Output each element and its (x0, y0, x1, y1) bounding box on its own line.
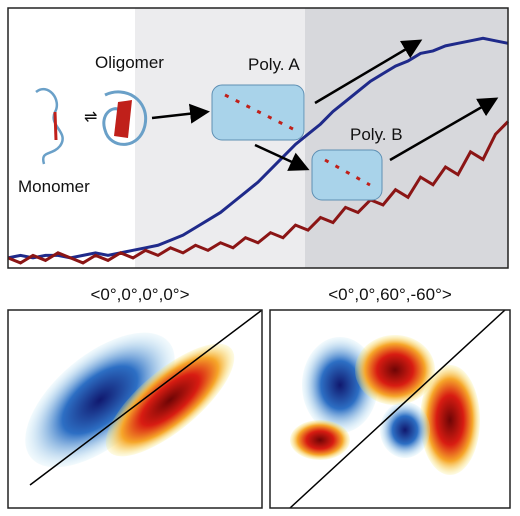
monomer-icon (35, 87, 64, 165)
plot-area (7, 36, 510, 265)
spectrum-left (25, 310, 262, 486)
monomer-icon (53, 111, 58, 141)
annotation: Monomer (18, 177, 90, 196)
equilibrium-icon: ⇌ (84, 109, 97, 126)
panel-frame (269, 309, 511, 509)
plot-frame (7, 7, 509, 269)
arrow (254, 143, 310, 171)
arrow (389, 97, 499, 162)
panel-frame (7, 309, 263, 509)
annotation: Poly. A (248, 55, 300, 74)
phase-shade (305, 8, 508, 268)
annotation: Poly. B (350, 125, 403, 144)
arrow (314, 39, 423, 105)
spectrum-right (289, 310, 506, 508)
oligomer-icon (114, 100, 132, 138)
poly-b-icon (311, 149, 383, 201)
oligomer-icon (102, 90, 148, 146)
arrow (151, 103, 210, 124)
annotation: Oligomer (95, 53, 164, 72)
panel-title: <0°,0°,0°,0°> (90, 285, 189, 304)
poly-b-icon (324, 158, 371, 187)
data-line (7, 36, 509, 260)
poly-a-icon (224, 93, 296, 132)
panel-title: <0°,0°,60°,-60°> (328, 285, 452, 304)
data-line (7, 120, 510, 265)
